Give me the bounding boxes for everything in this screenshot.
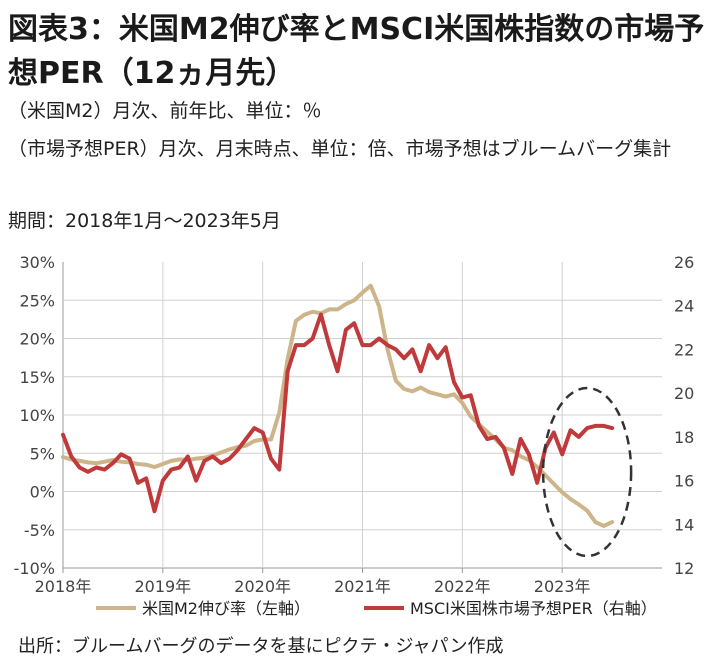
y-right-tick-label: 16 xyxy=(674,472,694,491)
x-tick-label: 2019年 xyxy=(134,577,191,596)
legend-label-per-line: MSCI米国株市場予想PER（右軸） xyxy=(410,599,657,618)
y-right-tick-label: 18 xyxy=(674,428,694,447)
y-left-tick-label: -5% xyxy=(24,521,55,540)
y-right-tick-label: 14 xyxy=(674,515,694,534)
y-left-tick-label: 10% xyxy=(19,406,55,425)
x-tick-label: 2020年 xyxy=(234,577,291,596)
figure-title: 図表3：米国M2伸び率とMSCI米国株指数の市場予想PER（12ヵ月先） xyxy=(8,12,705,91)
subtitle-per: （市場予想PER）月次、月末時点、単位：倍、市場予想はブルームバーグ集計 xyxy=(8,138,672,160)
per-line xyxy=(61,312,615,514)
y-right-tick-label: 20 xyxy=(674,384,694,403)
y-right-tick-label: 26 xyxy=(674,253,694,272)
y-right-tick-label: 12 xyxy=(674,559,694,578)
y-left-tick-label: 15% xyxy=(19,368,55,387)
y-left-tick-label: 30% xyxy=(19,253,55,272)
highlight-ellipse xyxy=(541,386,633,558)
y-left-tick-label: 25% xyxy=(19,291,55,310)
subtitle-period: 期間：2018年1月～2023年5月 xyxy=(8,210,281,232)
x-tick-label: 2021年 xyxy=(334,577,391,596)
source-note: 出所：ブルームバーグのデータを基にピクテ・ジャパン作成 xyxy=(18,636,504,657)
x-tick-label: 2022年 xyxy=(434,577,491,596)
subtitle-m2: （米国M2）月次、前年比、単位：％ xyxy=(8,100,322,122)
legend-label-m2-growth-line: 米国M2伸び率（左軸） xyxy=(142,599,310,618)
x-tick-label: 2018年 xyxy=(35,577,92,596)
x-tick-label: 2023年 xyxy=(534,577,591,596)
y-left-tick-label: 0% xyxy=(30,483,55,502)
y-left-tick-label: 20% xyxy=(19,330,55,349)
y-right-tick-label: 22 xyxy=(674,340,694,359)
y-right-tick-label: 24 xyxy=(674,297,694,316)
y-left-tick-label: 5% xyxy=(30,444,55,463)
y-left-tick-label: -10% xyxy=(14,559,55,578)
m2-growth-line xyxy=(61,283,615,528)
